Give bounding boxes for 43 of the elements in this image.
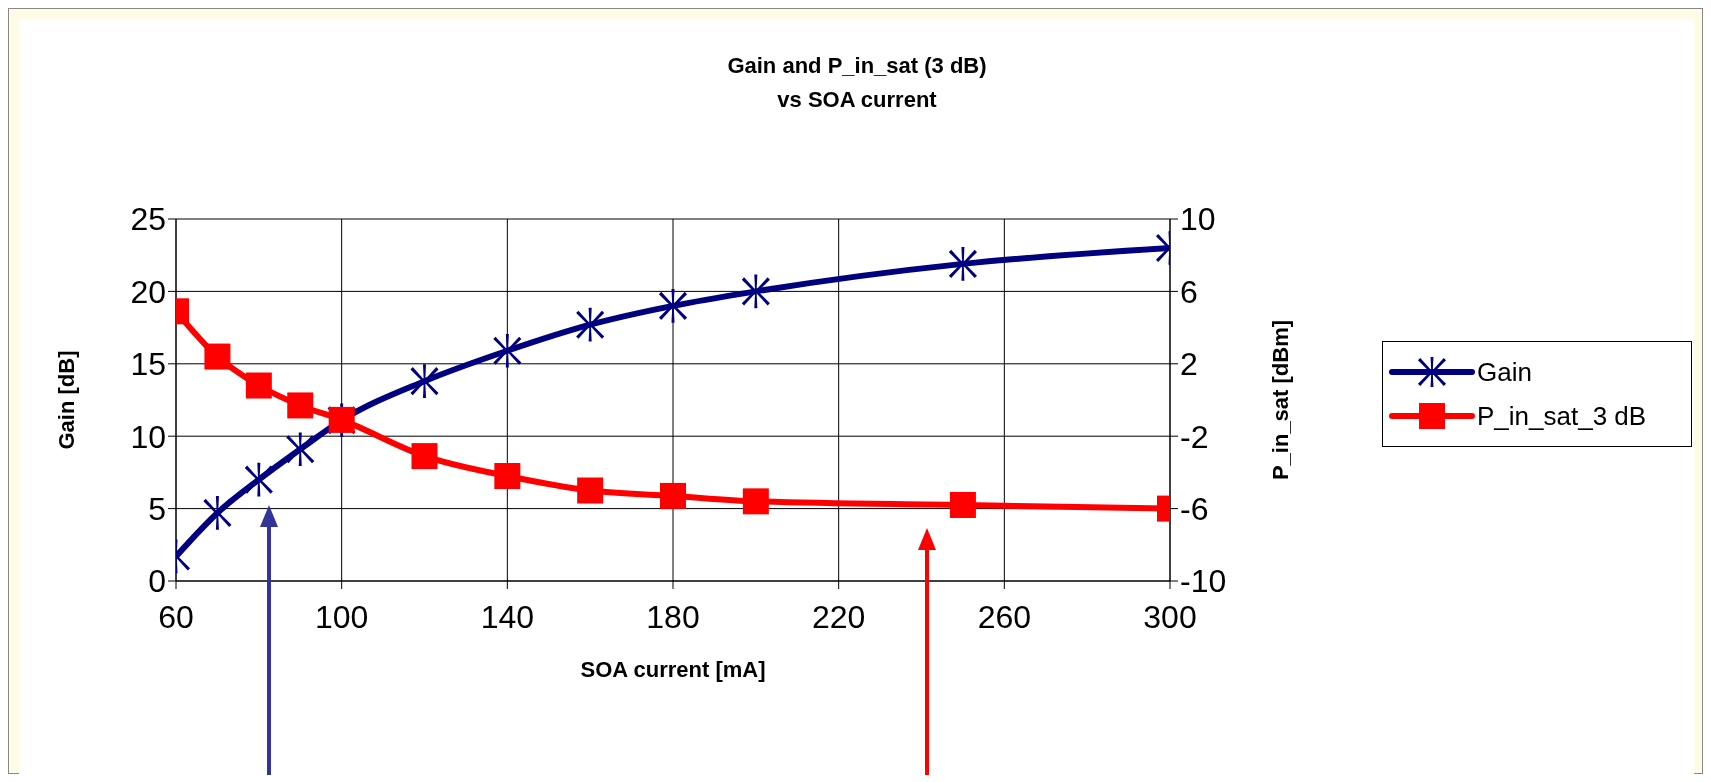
point [948, 247, 977, 281]
y-tick-label: 20 [130, 273, 166, 310]
y-tick-label: 15 [130, 346, 166, 383]
y-tick-label: 5 [148, 490, 166, 527]
y2-tick-label: -2 [1180, 418, 1209, 455]
y-tick-label: 25 [130, 201, 166, 238]
y-tick-label: 10 [130, 418, 166, 455]
point [245, 372, 272, 399]
y-axis-title: Gain [dB] [53, 350, 79, 450]
point [949, 491, 976, 518]
point [741, 274, 770, 309]
point [576, 307, 605, 342]
point [742, 488, 769, 515]
x-tick-label: 60 [158, 598, 194, 635]
x-tick-label: 220 [811, 598, 866, 635]
y2-axis-title: P_in_sat [dBm] [1267, 319, 1293, 481]
point [203, 496, 232, 530]
x-tick-label: 140 [480, 598, 535, 635]
y-tick-label: 0 [148, 563, 166, 600]
point [286, 432, 315, 467]
y2-tick-label: 6 [1180, 273, 1198, 310]
legend-label: Gain [1477, 356, 1532, 388]
legend-label: P_in_sat_3 dB [1477, 400, 1647, 432]
x-tick-label: 180 [646, 598, 700, 635]
point [660, 482, 686, 509]
x-tick-label: 100 [314, 598, 369, 635]
point [493, 333, 522, 368]
x-axis-title: SOA current [mA] [580, 657, 766, 682]
y2-tick-label: 2 [1180, 346, 1198, 383]
point [658, 289, 688, 323]
y2-tick-label: 10 [1180, 201, 1216, 238]
y2-tick-label: -6 [1180, 490, 1209, 527]
y2-tick-label: -10 [1180, 563, 1227, 600]
x-tick-label: 300 [1143, 598, 1197, 635]
point [494, 463, 521, 490]
x-tick-label: 260 [977, 598, 1032, 635]
point [410, 364, 439, 399]
point [287, 392, 314, 419]
point [204, 343, 231, 370]
chart-title: Gain and P_in_sat (3 dB) vs SOA current [726, 52, 988, 114]
point [411, 443, 438, 470]
point [244, 462, 273, 497]
point [577, 477, 604, 504]
